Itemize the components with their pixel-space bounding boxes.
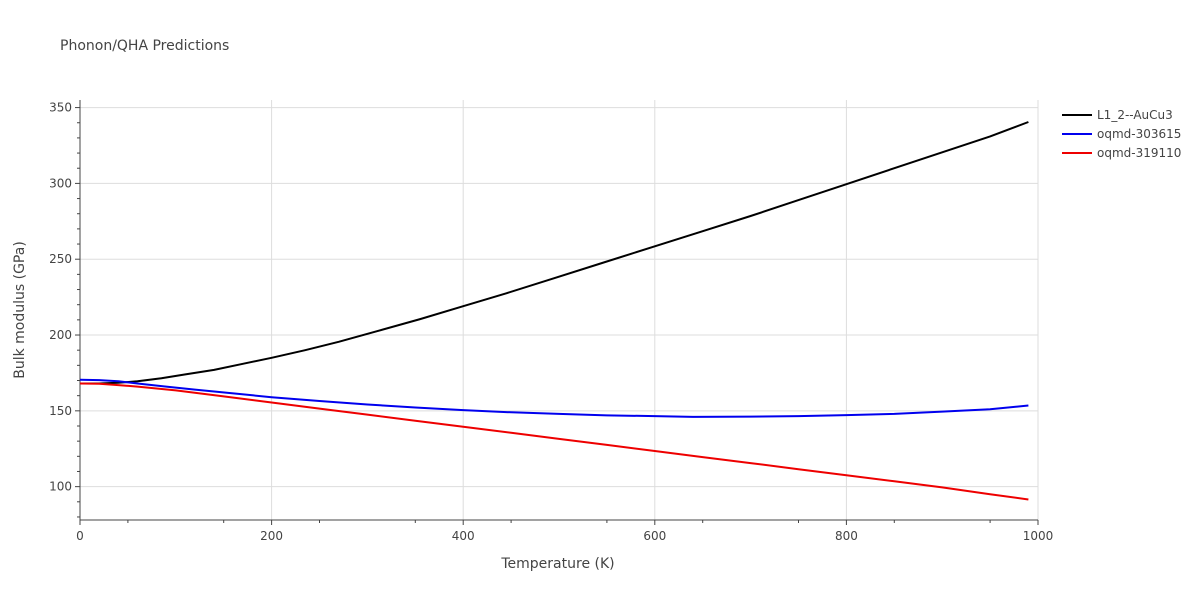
y-tick-label: 150 (49, 404, 72, 418)
legend-item-label: oqmd-319110 (1097, 146, 1181, 160)
legend-item-label: L1_2--AuCu3 (1097, 108, 1173, 122)
x-axis-title: Temperature (K) (500, 556, 614, 572)
series-line-oqmd-319110 (79, 382, 1029, 501)
grid-lines (80, 100, 1039, 520)
x-tick-label: 800 (835, 529, 858, 543)
chart-title: Phonon/QHA Predictions (60, 38, 229, 54)
series-line-L1_2--AuCu3 (80, 121, 1029, 385)
y-tick-label: 300 (49, 176, 72, 190)
y-tick-label: 200 (49, 328, 72, 342)
x-tick-label: 600 (643, 529, 666, 543)
tick-labels: 0 200 400 600 800 1000 100 150 200 250 300 350 (49, 101, 1053, 543)
axes (75, 100, 1039, 525)
x-tick-label: 400 (452, 529, 475, 543)
y-axis-title: Bulk modulus (GPa) (12, 241, 28, 379)
legend-item-label: oqmd-303615 (1097, 127, 1181, 141)
y-tick-label: 350 (49, 101, 72, 115)
y-tick-label: 250 (49, 252, 72, 266)
legend[interactable]: L1_2--AuCu3 oqmd-303615 oqmd-319110 (1062, 108, 1181, 160)
y-tick-label: 100 (49, 480, 72, 494)
x-tick-label: 0 (76, 529, 84, 543)
series-layer (79, 121, 1029, 501)
series-line-oqmd-303615 (79, 378, 1029, 418)
x-tick-label: 200 (260, 529, 283, 543)
x-tick-label: 1000 (1023, 529, 1054, 543)
